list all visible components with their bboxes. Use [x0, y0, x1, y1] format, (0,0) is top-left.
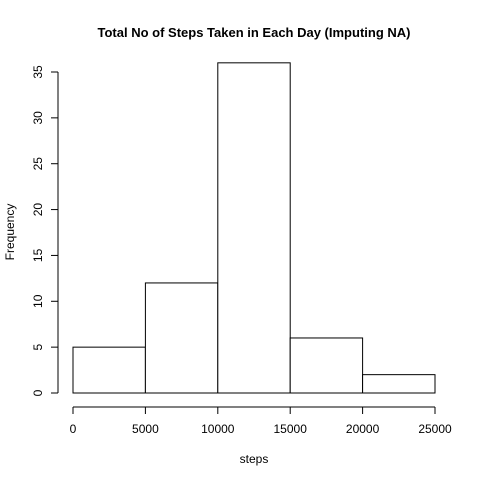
x-tick-label: 20000: [346, 422, 380, 436]
chart-title: Total No of Steps Taken in Each Day (Imp…: [98, 25, 411, 40]
x-tick-label: 15000: [274, 422, 308, 436]
histogram-bars: [72, 62, 436, 394]
x-tick-label: 0: [70, 422, 77, 436]
y-tick-label: 30: [31, 111, 45, 125]
x-tick-label: 25000: [418, 422, 452, 436]
y-axis: 0 5 10 15 20 25 30 35: [31, 65, 59, 396]
histogram-bar-2: [217, 62, 291, 394]
x-tick-label: 10000: [201, 422, 235, 436]
histogram-bar-0: [72, 346, 146, 394]
y-axis-label: Frequency: [3, 204, 17, 261]
x-axis-label: steps: [240, 452, 269, 466]
x-tick-label: 5000: [132, 422, 159, 436]
y-tick-label: 25: [31, 157, 45, 171]
histogram-bar-4: [362, 374, 436, 394]
y-tick-label: 35: [31, 65, 45, 79]
y-tick-label: 10: [31, 294, 45, 308]
y-tick-label: 15: [31, 248, 45, 262]
histogram-bar-1: [144, 282, 219, 394]
x-axis: 0 5000 10000 15000 20000 25000: [70, 406, 452, 436]
y-tick-label: 5: [31, 343, 45, 350]
y-tick-label: 0: [31, 389, 45, 396]
y-tick-label: 20: [31, 203, 45, 217]
histogram-bar-3: [289, 337, 364, 394]
